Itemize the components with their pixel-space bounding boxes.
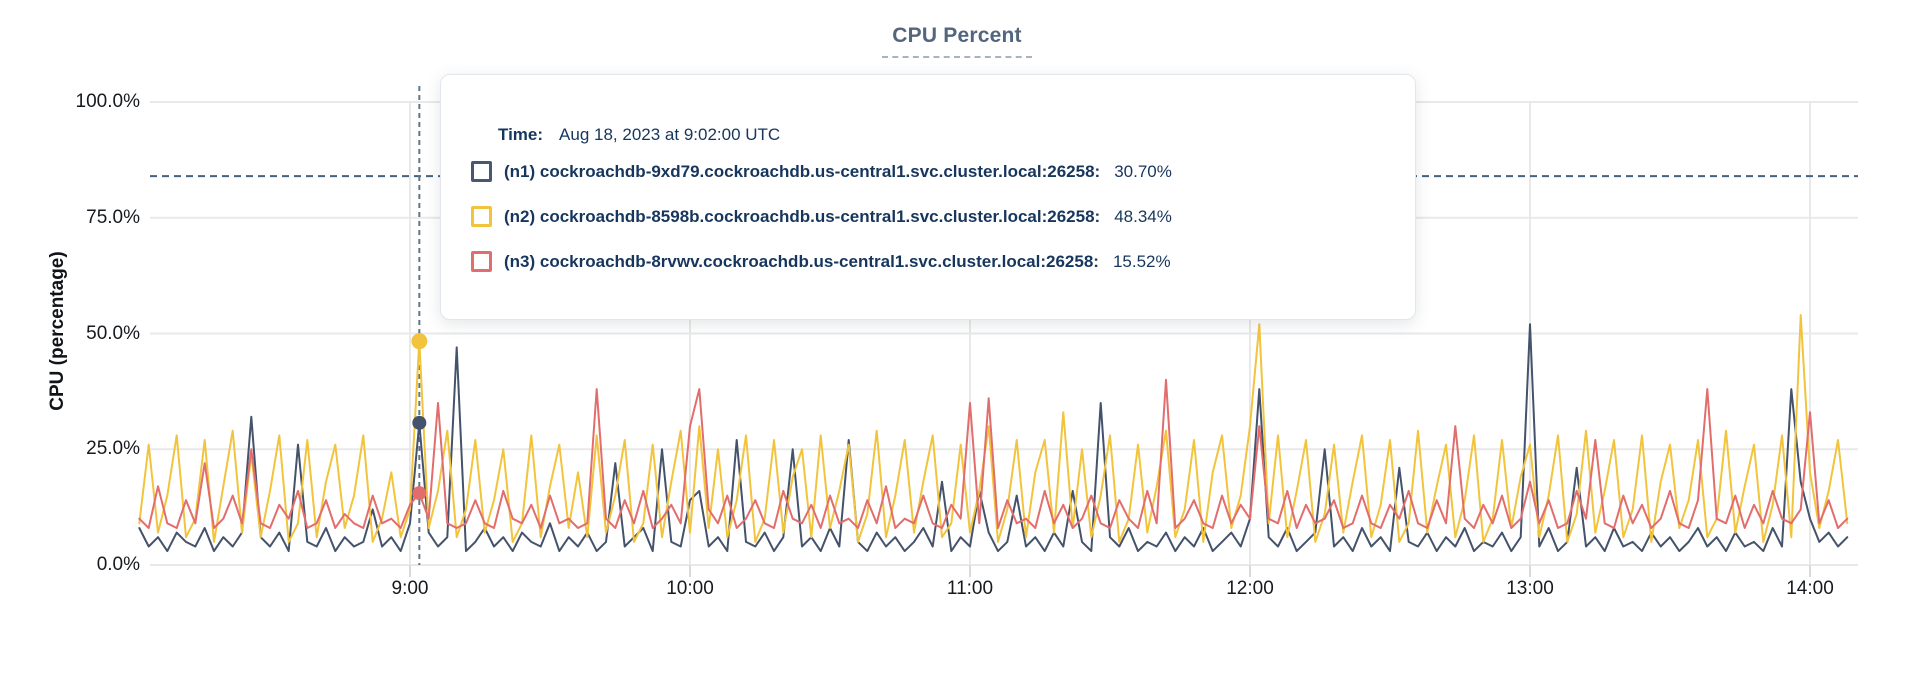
- x-tick-label: 11:00: [946, 578, 994, 599]
- series-line: [138, 323, 1849, 553]
- tooltip-series-row-n3: (n3) cockroachdb-8rvwv.cockroachdb.us-ce…: [471, 239, 1391, 284]
- tooltip-series-value: 15.52%: [1112, 251, 1171, 271]
- tooltip-time-value: Aug 18, 2023 at 9:02:00 UTC: [559, 125, 781, 144]
- hover-point-marker: [411, 333, 428, 350]
- n2-series-swatch-icon: [471, 206, 492, 227]
- tooltip-time-label: Time:: [498, 125, 544, 144]
- chart-title-underline: [882, 40, 1032, 58]
- y-tick-label: 0.0%: [96, 554, 140, 575]
- x-tick-label: 12:00: [1226, 578, 1274, 599]
- series-line: [138, 314, 1849, 543]
- n3-series-swatch-icon: [471, 251, 492, 272]
- chart-tooltip: Time: Aug 18, 2023 at 9:02:00 UTC (n1) c…: [440, 74, 1416, 320]
- tooltip-series-label: (n2) cockroachdb-8598b.cockroachdb.us-ce…: [504, 206, 1101, 226]
- series-line: [138, 378, 1849, 529]
- tooltip-series-value: 30.70%: [1114, 161, 1172, 181]
- hover-point-marker: [412, 486, 427, 501]
- n1-series-swatch-icon: [471, 161, 492, 182]
- hover-point-marker: [412, 415, 427, 430]
- y-tick-label: 75.0%: [86, 206, 140, 228]
- tooltip-series-value: 48.34%: [1114, 206, 1172, 226]
- x-tick-label: 9:00: [391, 578, 429, 599]
- x-tick-label: 13:00: [1506, 578, 1554, 599]
- x-tick-label: 14:00: [1786, 578, 1834, 599]
- y-tick-label: 50.0%: [86, 322, 140, 344]
- x-tick-label: 10:00: [666, 578, 714, 599]
- chart-title: CPU Percent: [892, 24, 1022, 47]
- tooltip-series-row-n1: (n1) cockroachdb-9xd79.cockroachdb.us-ce…: [471, 149, 1391, 194]
- y-tick-label: 25.0%: [86, 438, 140, 460]
- tooltip-series-label: (n3) cockroachdb-8rvwv.cockroachdb.us-ce…: [504, 251, 1099, 271]
- y-tick-label: 100.0%: [75, 91, 140, 112]
- tooltip-series-row-n2: (n2) cockroachdb-8598b.cockroachdb.us-ce…: [471, 194, 1391, 239]
- tooltip-time-row: Time: Aug 18, 2023 at 9:02:00 UTC: [498, 121, 1391, 149]
- tooltip-series-label: (n1) cockroachdb-9xd79.cockroachdb.us-ce…: [504, 161, 1101, 181]
